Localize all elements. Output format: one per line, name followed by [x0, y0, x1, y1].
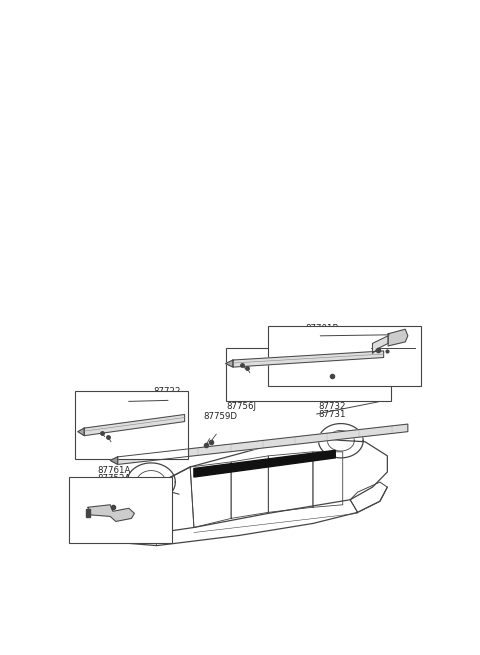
Text: 86590: 86590: [310, 365, 337, 373]
Text: 87761A: 87761A: [97, 466, 131, 475]
Text: 87752A: 87752A: [97, 474, 131, 483]
Text: 12431: 12431: [78, 439, 105, 448]
Bar: [69, 477, 171, 542]
Text: 87759D: 87759D: [203, 411, 237, 421]
Bar: [268, 326, 421, 386]
Text: 87756J: 87756J: [100, 493, 130, 502]
Text: 87756J: 87756J: [227, 402, 257, 411]
Bar: [75, 391, 188, 459]
Polygon shape: [226, 360, 233, 367]
Text: 87702B: 87702B: [260, 387, 294, 396]
Polygon shape: [268, 452, 313, 512]
Text: 87770A: 87770A: [94, 432, 127, 441]
Text: 87759D: 87759D: [138, 501, 172, 510]
Bar: [226, 348, 391, 402]
Text: 87731: 87731: [319, 410, 346, 419]
Text: 87762: 87762: [372, 337, 400, 346]
Polygon shape: [190, 462, 231, 527]
Text: 87756G: 87756G: [372, 350, 407, 358]
Polygon shape: [84, 415, 185, 436]
Text: 87761C: 87761C: [372, 345, 406, 354]
Polygon shape: [231, 456, 268, 518]
Polygon shape: [118, 424, 408, 464]
Text: 87711B: 87711B: [153, 395, 187, 404]
Polygon shape: [372, 336, 388, 354]
Text: 1249LJ: 1249LJ: [119, 523, 148, 531]
Text: 87702B: 87702B: [122, 445, 156, 455]
Text: 87770A: 87770A: [248, 381, 281, 389]
Text: 87701B: 87701B: [305, 324, 339, 333]
Polygon shape: [78, 428, 84, 436]
Polygon shape: [313, 452, 343, 507]
Polygon shape: [88, 505, 134, 521]
Text: 87732: 87732: [319, 402, 346, 411]
Text: 1249LJ: 1249LJ: [371, 363, 400, 372]
Polygon shape: [233, 351, 384, 367]
Text: 12431: 12431: [230, 372, 258, 381]
Text: 87722: 87722: [153, 387, 180, 396]
Text: 87701B: 87701B: [71, 510, 104, 518]
Text: 87755B: 87755B: [372, 356, 406, 365]
Polygon shape: [110, 457, 118, 464]
Polygon shape: [388, 329, 408, 346]
Polygon shape: [194, 450, 335, 477]
